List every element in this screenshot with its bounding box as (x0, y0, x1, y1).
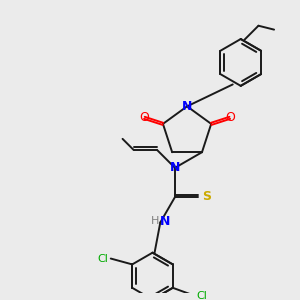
Text: N: N (182, 100, 192, 113)
Text: S: S (202, 190, 211, 202)
Text: Cl: Cl (196, 291, 208, 300)
Text: N: N (170, 161, 180, 174)
Text: N: N (160, 215, 170, 228)
Text: Cl: Cl (98, 254, 108, 263)
Text: O: O (225, 111, 235, 124)
Text: O: O (140, 111, 149, 124)
Text: H: H (151, 217, 160, 226)
